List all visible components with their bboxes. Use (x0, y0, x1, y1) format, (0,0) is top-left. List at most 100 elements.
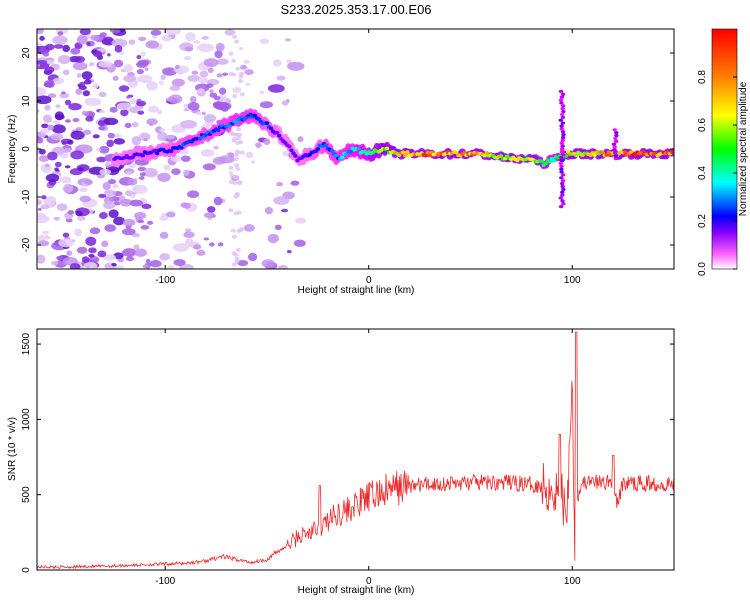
spectrogram-speckle (79, 29, 91, 36)
spectrogram-speckle (98, 60, 112, 68)
spectrogram-speckle (122, 218, 136, 227)
spectrogram-burst (560, 193, 565, 197)
spectrogram-speckle (201, 36, 209, 40)
spectrogram-speckle (185, 238, 194, 247)
spectrogram-speckle (104, 189, 117, 197)
spectrogram-speckle (144, 67, 149, 71)
spectrogram-speckle (234, 149, 240, 154)
spectrogram-speckle (88, 253, 95, 258)
spectrogram-burst (560, 184, 565, 189)
colorbar-ticks: 0.0 0.2 0.4 0.6 0.8 (697, 70, 737, 276)
spectrogram-speckle (193, 40, 201, 44)
spectrogram-speckle (53, 216, 61, 221)
spectrogram-speckle (134, 248, 147, 258)
spectrogram-speckle (62, 232, 70, 238)
spectrogram-burst (613, 139, 619, 143)
spectrogram-ridge-core (197, 136, 203, 141)
spectrogram-speckle (102, 254, 116, 261)
spectrogram-ridge-core (403, 153, 408, 158)
spectrogram-speckle (278, 264, 288, 269)
spectrogram-x-axis-label: Height of straight line (km) (298, 285, 415, 296)
spectrogram-ridge-core (293, 154, 298, 158)
spectrogram-speckle (98, 145, 110, 154)
spectrogram-speckle (293, 239, 306, 247)
spectrogram-speckle (233, 163, 239, 168)
spectrogram-speckle (82, 90, 91, 97)
spectrogram-ridge-core (268, 126, 274, 131)
spectrogram-speckle (235, 247, 241, 252)
spectrogram-speckle (238, 79, 244, 84)
spectrogram-speckle (82, 129, 92, 135)
spectrogram-ridge-core (274, 130, 280, 135)
spectrogram-speckle (113, 201, 121, 206)
spectrogram-speckle (164, 29, 181, 36)
spectrogram-ridge-core (622, 150, 628, 154)
spectrogram-speckle (146, 81, 158, 91)
spectrogram-speckle (183, 231, 195, 238)
snr-x-tick-label: -100 (155, 576, 175, 587)
spectrogram-speckle-layer (37, 29, 307, 269)
snr-series-line (37, 331, 674, 570)
spectrogram-burst (560, 144, 565, 148)
spectrogram-speckle (113, 138, 125, 145)
spectrogram-speckle (287, 61, 305, 71)
spectrogram-speckle (44, 66, 55, 74)
colorbar-frame (711, 28, 738, 270)
spectrogram-burst (560, 135, 566, 140)
spectrogram-speckle (236, 229, 242, 234)
spectrogram-speckle (213, 95, 221, 101)
spectrogram-ridge-core (425, 150, 430, 155)
spectrogram-speckle (53, 120, 61, 125)
spectrogram-speckle (217, 242, 224, 247)
spectrogram-speckle (77, 216, 85, 222)
spectrogram-speckle (103, 36, 114, 44)
spectrogram-burst (559, 167, 564, 171)
spectrogram-speckle (59, 92, 70, 99)
spectrogram-speckle (215, 42, 225, 52)
spectrogram-speckle (40, 204, 50, 210)
spectrogram-burst (558, 118, 563, 122)
spectrogram-speckle (233, 175, 239, 180)
spectrogram-ridge-core (405, 150, 410, 154)
spectrogram-speckle (259, 38, 270, 44)
spectrogram-speckle (109, 29, 122, 34)
spectrogram-speckle (109, 106, 118, 113)
spectrogram-speckle (81, 256, 90, 263)
spectrogram-speckle (187, 190, 200, 199)
spectrogram-speckle (128, 39, 136, 45)
spectrogram-speckle (68, 103, 82, 111)
colorbar-tick-label: 0.2 (697, 214, 708, 228)
spectrogram-speckle (149, 260, 162, 268)
spectrogram-speckle (45, 236, 51, 240)
spectrogram-speckle (46, 59, 55, 65)
spectrogram-burst (561, 202, 566, 206)
spectrogram-ridge-core (130, 155, 135, 160)
spectrogram-speckle (101, 240, 109, 248)
spectrogram-speckle (54, 161, 62, 168)
spectrogram-speckle (138, 176, 145, 180)
spectrogram-speckle (243, 224, 255, 232)
spectrogram-speckle (56, 255, 63, 261)
spectrogram-speckle (228, 165, 234, 170)
spectrogram-speckle (231, 72, 237, 77)
spectrogram-speckle (79, 195, 92, 203)
spectrogram-speckle (161, 34, 172, 42)
spectrogram-speckle (197, 88, 205, 94)
spectrogram-speckle (41, 230, 50, 235)
spectrogram-speckle (89, 62, 95, 67)
spectrogram-speckle (37, 42, 43, 47)
spectrogram-speckle (88, 255, 100, 264)
spectrogram-speckle (77, 166, 84, 172)
spectrogram-burst (559, 124, 564, 128)
spectrogram-burst (612, 128, 617, 132)
spectrogram-speckle (99, 109, 105, 114)
spectrogram-speckle (124, 122, 132, 129)
spectrogram-speckle (41, 195, 47, 200)
spectrogram-speckle (134, 212, 147, 220)
spectrogram-speckle (37, 63, 41, 68)
spectrogram-speckle (200, 149, 215, 157)
spectrogram-speckle (45, 164, 50, 168)
spectrogram-speckle (125, 256, 135, 262)
spectrogram-x-ticks: -100 0 100 (155, 29, 581, 286)
